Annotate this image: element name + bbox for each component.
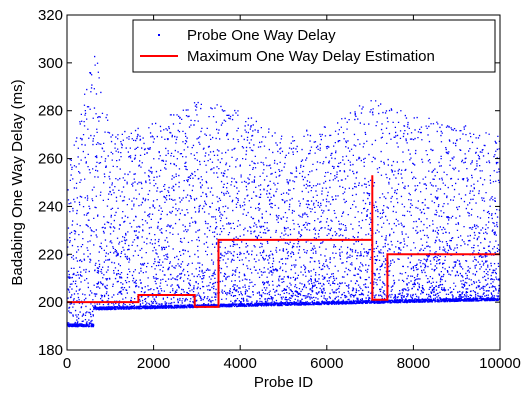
y-tick-label: 320 xyxy=(38,7,63,24)
x-tick-label: 2000 xyxy=(137,355,170,372)
axes: 0 2000 4000 6000 8000 10000 180 200 220 240 260 280… xyxy=(9,7,521,391)
legend-label-probe: Probe One Way Delay xyxy=(187,27,336,44)
plot-area xyxy=(67,55,500,328)
x-tick-label: 10000 xyxy=(479,355,521,372)
x-axis-label: Probe ID xyxy=(254,374,313,391)
y-tick-label: 280 xyxy=(38,103,63,120)
y-tick-label: 260 xyxy=(38,151,63,168)
x-tick-label: 4000 xyxy=(224,355,257,372)
plot-frame xyxy=(66,14,501,351)
x-tick-label: 6000 xyxy=(310,355,343,372)
y-axis-label: Badabing One Way Delay (ms) xyxy=(9,79,26,285)
y-tick-label: 220 xyxy=(38,246,63,263)
series-probe-one-way-delay xyxy=(67,55,500,328)
x-tick-label: 0 xyxy=(63,355,71,372)
legend-marker-probe xyxy=(158,34,160,36)
series-maximum-one-way-delay-estimation xyxy=(67,175,500,308)
legend: Probe One Way Delay Maximum One Way Delay… xyxy=(132,19,496,73)
scatter-points xyxy=(67,55,500,328)
y-tick-label: 180 xyxy=(38,342,63,359)
legend-box xyxy=(132,19,496,73)
y-tick-label: 300 xyxy=(38,55,63,72)
legend-label-estimation: Maximum One Way Delay Estimation xyxy=(187,48,435,65)
y-tick-label: 240 xyxy=(38,198,63,215)
y-tick-label: 200 xyxy=(38,294,63,311)
x-tick-label: 8000 xyxy=(397,355,430,372)
